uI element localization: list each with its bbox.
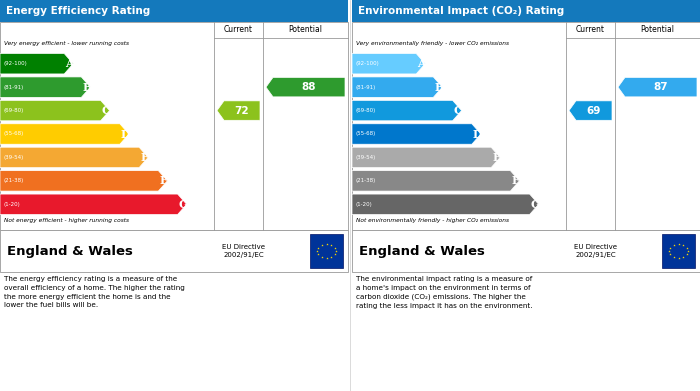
Text: E: E bbox=[492, 152, 500, 163]
Text: Environmental Impact (CO₂) Rating: Environmental Impact (CO₂) Rating bbox=[358, 6, 564, 16]
Polygon shape bbox=[0, 100, 110, 121]
Text: Very energy efficient - lower running costs: Very energy efficient - lower running co… bbox=[4, 41, 129, 46]
Bar bbox=[0, 22, 348, 230]
Polygon shape bbox=[352, 194, 538, 215]
Text: (55-68): (55-68) bbox=[355, 131, 375, 136]
Polygon shape bbox=[0, 124, 129, 144]
Bar bbox=[352, 0, 700, 22]
Text: (69-80): (69-80) bbox=[3, 108, 23, 113]
Text: F: F bbox=[160, 175, 167, 187]
Polygon shape bbox=[618, 77, 697, 97]
Text: G: G bbox=[531, 199, 540, 210]
Text: (39-54): (39-54) bbox=[355, 155, 375, 160]
Text: Potential: Potential bbox=[640, 25, 674, 34]
Polygon shape bbox=[352, 170, 519, 191]
Text: (39-54): (39-54) bbox=[3, 155, 23, 160]
Text: (92-100): (92-100) bbox=[355, 61, 379, 66]
Text: England & Wales: England & Wales bbox=[7, 244, 133, 258]
Text: E: E bbox=[140, 152, 148, 163]
Polygon shape bbox=[0, 54, 74, 74]
Text: F: F bbox=[512, 175, 519, 187]
Polygon shape bbox=[0, 170, 167, 191]
Text: G: G bbox=[178, 199, 188, 210]
Text: (55-68): (55-68) bbox=[3, 131, 23, 136]
Text: 87: 87 bbox=[653, 82, 668, 92]
Bar bbox=[352, 22, 700, 230]
Text: (81-91): (81-91) bbox=[3, 84, 23, 90]
Text: (21-38): (21-38) bbox=[3, 178, 23, 183]
Text: (69-80): (69-80) bbox=[355, 108, 375, 113]
Text: A: A bbox=[417, 58, 426, 69]
Polygon shape bbox=[266, 77, 345, 97]
Polygon shape bbox=[352, 147, 500, 168]
Text: The environmental impact rating is a measure of
a home's impact on the environme: The environmental impact rating is a mea… bbox=[356, 276, 533, 309]
Bar bbox=[0, 0, 348, 22]
Text: C: C bbox=[454, 105, 463, 116]
Text: D: D bbox=[473, 129, 482, 140]
Text: Energy Efficiency Rating: Energy Efficiency Rating bbox=[6, 6, 150, 16]
Text: (92-100): (92-100) bbox=[3, 61, 27, 66]
Text: (81-91): (81-91) bbox=[355, 84, 375, 90]
Text: D: D bbox=[121, 129, 130, 140]
Text: 72: 72 bbox=[234, 106, 248, 116]
Text: The energy efficiency rating is a measure of the
overall efficiency of a home. T: The energy efficiency rating is a measur… bbox=[4, 276, 185, 308]
Polygon shape bbox=[0, 77, 90, 97]
Bar bbox=[310, 234, 343, 268]
Text: (21-38): (21-38) bbox=[355, 178, 375, 183]
Polygon shape bbox=[352, 124, 481, 144]
Polygon shape bbox=[352, 54, 425, 74]
Text: (1-20): (1-20) bbox=[355, 202, 372, 207]
Bar bbox=[352, 230, 700, 272]
Text: (1-20): (1-20) bbox=[3, 202, 20, 207]
Text: Potential: Potential bbox=[288, 25, 322, 34]
Text: EU Directive
2002/91/EC: EU Directive 2002/91/EC bbox=[222, 244, 265, 258]
Text: Current: Current bbox=[223, 25, 253, 34]
Polygon shape bbox=[0, 147, 148, 168]
Text: England & Wales: England & Wales bbox=[359, 244, 485, 258]
Text: B: B bbox=[83, 82, 92, 93]
Text: Not environmentally friendly - higher CO₂ emissions: Not environmentally friendly - higher CO… bbox=[356, 218, 509, 223]
Bar bbox=[662, 234, 695, 268]
Text: 69: 69 bbox=[587, 106, 601, 116]
Polygon shape bbox=[352, 77, 442, 97]
Text: Very environmentally friendly - lower CO₂ emissions: Very environmentally friendly - lower CO… bbox=[356, 41, 509, 46]
Text: Not energy efficient - higher running costs: Not energy efficient - higher running co… bbox=[4, 218, 129, 223]
Polygon shape bbox=[352, 100, 461, 121]
Bar bbox=[0, 230, 348, 272]
Text: 88: 88 bbox=[301, 82, 316, 92]
Text: EU Directive
2002/91/EC: EU Directive 2002/91/EC bbox=[574, 244, 617, 258]
Text: C: C bbox=[102, 105, 111, 116]
Polygon shape bbox=[0, 194, 187, 215]
Text: Current: Current bbox=[575, 25, 605, 34]
Polygon shape bbox=[569, 101, 612, 120]
Text: B: B bbox=[434, 82, 444, 93]
Text: A: A bbox=[65, 58, 74, 69]
Polygon shape bbox=[217, 101, 260, 120]
